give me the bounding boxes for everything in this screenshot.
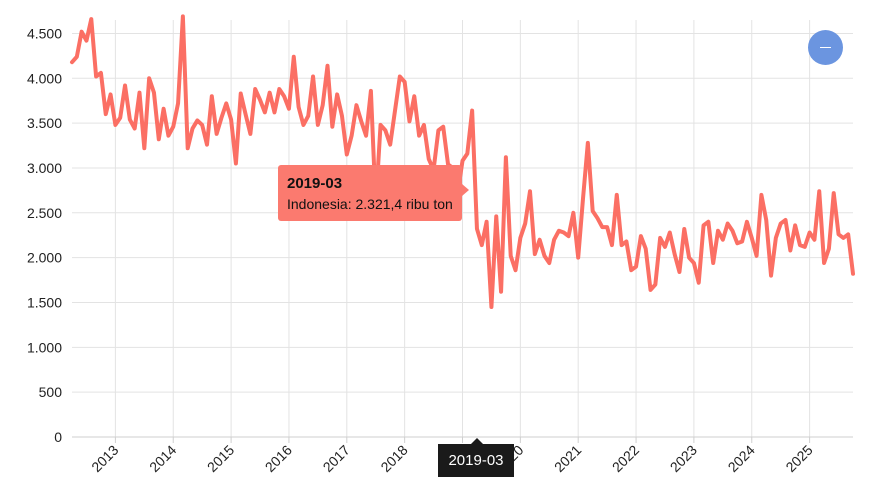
y-axis: 0 500 1.000 1.500 2.000 2.500 3.000 3.500 4.000 4… [27, 25, 62, 445]
x-tick-label: 2025 [782, 442, 815, 475]
y-tick-label: 2.500 [27, 205, 62, 221]
x-tick-label: 2021 [551, 442, 584, 475]
data-tooltip: 2019-03 Indonesia: 2.321,4 ribu ton [278, 165, 469, 221]
y-tick-label: 3.000 [27, 160, 62, 176]
minus-icon [820, 47, 831, 48]
y-tick-label: 3.500 [27, 115, 62, 131]
y-tick-label: 1.000 [27, 339, 62, 355]
y-tick-label: 2.000 [27, 250, 62, 266]
x-tick-label: 2018 [377, 442, 410, 475]
tooltip-body: Indonesia: 2.321,4 ribu ton [287, 196, 453, 212]
x-tick-label: 2023 [667, 442, 700, 475]
x-tick-label: 2022 [609, 442, 642, 475]
x-tick-label: 2015 [204, 442, 237, 475]
x-tick-label: 2013 [88, 442, 121, 475]
y-tick-label: 1.500 [27, 294, 62, 310]
zoom-reset-button[interactable] [808, 30, 843, 65]
series-line-indonesia[interactable] [70, 14, 855, 309]
y-tick-label: 4.500 [27, 25, 62, 41]
x-tick-label: 2017 [320, 442, 353, 475]
y-tick-label: 0 [54, 429, 62, 445]
tooltip-title: 2019-03 [287, 175, 343, 192]
y-tick-label: 500 [39, 384, 63, 400]
crosshair-x-label: 2019-03 [438, 438, 514, 477]
x-tick-label: 2016 [262, 442, 295, 475]
x-tick-label: 2014 [146, 442, 179, 475]
y-tick-label: 4.000 [27, 70, 62, 86]
grid-lines [72, 20, 853, 438]
x-tick-label: 2024 [725, 442, 758, 475]
